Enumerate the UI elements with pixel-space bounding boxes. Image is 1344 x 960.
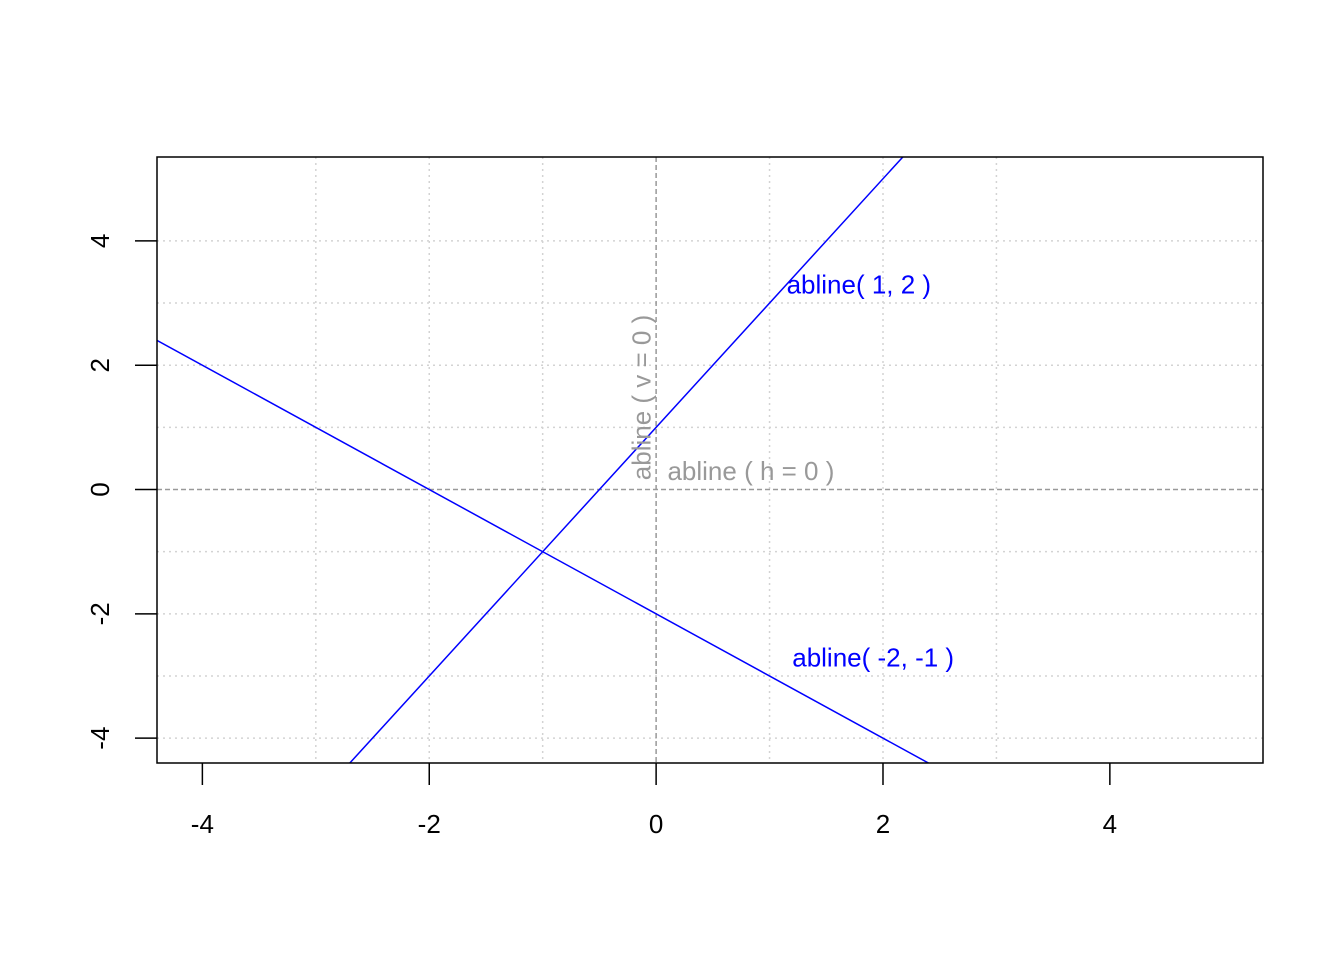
- series-lines: [157, 157, 930, 763]
- y-tick-label: 0: [85, 482, 115, 496]
- series-line-2: [157, 339, 930, 763]
- x-tick-label: -2: [418, 809, 441, 839]
- plot-frame: [156, 156, 1264, 764]
- x-tick-label: 2: [876, 809, 890, 839]
- x-tick-label: -4: [191, 809, 214, 839]
- y-tick-label: 2: [85, 358, 115, 372]
- axes: -4 -2 0 2 4 -4 -2 0 2 4: [85, 234, 1117, 839]
- grid: [157, 157, 1263, 763]
- annotations: abline( 1, 2 ) abline( -2, -1 ) abline ( h…: [626, 270, 954, 673]
- y-tick-label: -4: [85, 727, 115, 750]
- x-tick-label: 4: [1103, 809, 1117, 839]
- x-tick-label: 0: [649, 809, 663, 839]
- y-tick-label: -2: [85, 602, 115, 625]
- annotation-label: abline ( h = 0 ): [667, 456, 834, 486]
- annotation-label: abline ( v = 0 ): [626, 315, 656, 480]
- annotation-label: abline( -2, -1 ): [792, 643, 954, 673]
- series-line-1: [348, 157, 904, 763]
- reference-lines: [157, 157, 1263, 763]
- y-tick-label: 4: [85, 234, 115, 248]
- annotation-label: abline( 1, 2 ): [787, 270, 932, 300]
